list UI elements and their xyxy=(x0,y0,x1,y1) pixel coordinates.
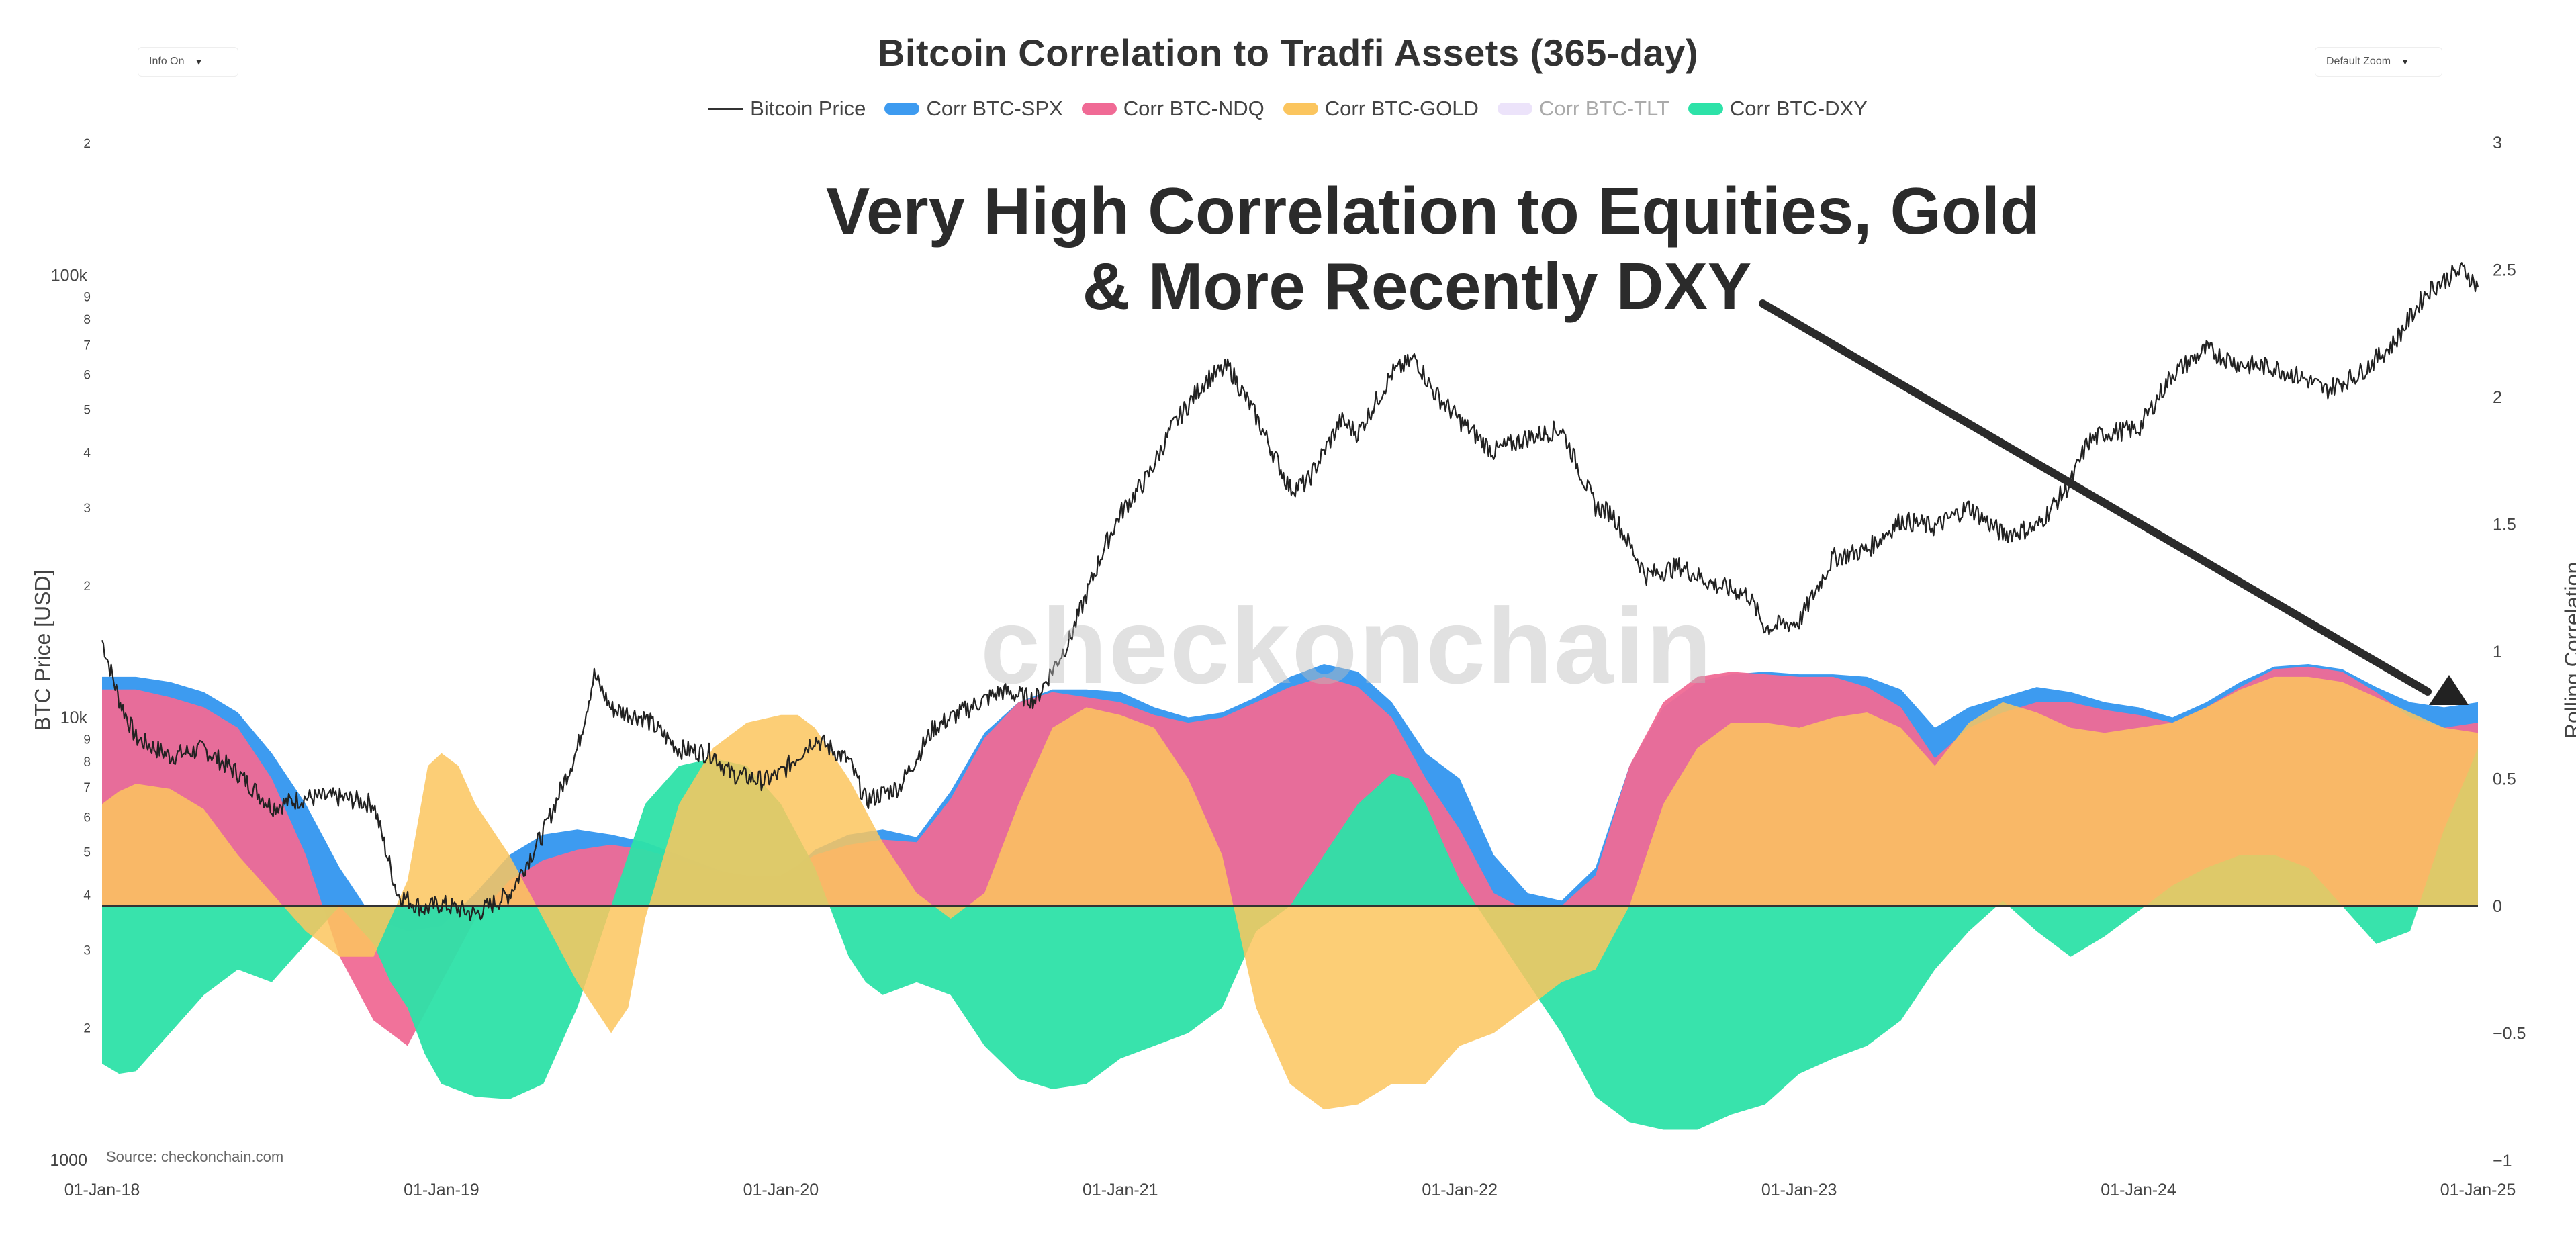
y-left-tick-label: 2 xyxy=(83,580,91,594)
correlation-areas xyxy=(102,664,2478,1130)
legend-label: Corr BTC-SPX xyxy=(926,97,1063,120)
source-credit: Source: checkonchain.com xyxy=(106,1148,284,1165)
y-left-tick-label: 6 xyxy=(83,368,91,382)
annotation-line-2: & More Recently DXY xyxy=(1082,249,1752,323)
y-right-tick-label: 2 xyxy=(2493,388,2502,407)
y-left-tick-label: 5 xyxy=(83,404,91,418)
y-left-tick-label: 8 xyxy=(83,755,91,770)
right-axis-ticks: −1 −0.5 0 0.5 1 1.5 2 2.5 3 xyxy=(2493,134,2526,1170)
y-left-tick-label: 7 xyxy=(83,338,91,353)
price-line-layer xyxy=(101,262,2479,921)
legend-label: Corr BTC-TLT xyxy=(1538,97,1669,120)
chart-title: Bitcoin Correlation to Tradfi Assets (36… xyxy=(877,32,1699,74)
y-left-tick-label: 7 xyxy=(83,781,91,795)
x-tick-label: 01-Jan-25 xyxy=(2440,1181,2516,1199)
annotation-line-1: Very High Correlation to Equities, Gold xyxy=(826,174,2040,248)
legend-swatch xyxy=(884,103,920,115)
y-left-tick-label: 9 xyxy=(83,733,91,747)
chevron-down-icon: ▾ xyxy=(196,56,201,67)
y-left-tick-label: 3 xyxy=(83,944,91,958)
legend-item-bitcoin-price[interactable]: Bitcoin Price xyxy=(708,97,866,121)
y-left-tick-label: 8 xyxy=(83,313,91,327)
y-right-tick-label: 3 xyxy=(2493,134,2502,152)
annotation-arrow xyxy=(1759,299,2469,705)
legend-swatch xyxy=(1688,103,1723,115)
legend-label: Bitcoin Price xyxy=(750,97,866,120)
y-left-tick-label: 2 xyxy=(83,1022,91,1036)
y-left-tick-label: 9 xyxy=(83,290,91,304)
y-left-tick-label: 10k xyxy=(60,708,88,727)
y-left-tick-label: 2 xyxy=(83,137,91,151)
left-axis-ticks: 1000 2 3 4 5 6 7 8 9 10k 2 3 4 5 6 7 8 9 100k 2 xyxy=(50,137,91,1170)
legend-label: Corr BTC-NDQ xyxy=(1123,97,1264,120)
y-left-tick-label: 5 xyxy=(83,845,91,860)
legend-line-swatch xyxy=(708,107,744,110)
legend: Bitcoin Price Corr BTC-SPX Corr BTC-NDQ … xyxy=(0,97,2576,121)
y-left-tick-label: 4 xyxy=(83,447,91,461)
y-left-tick-label: 1000 xyxy=(50,1151,87,1170)
arrow-shaft xyxy=(1759,299,2432,696)
x-tick-label: 01-Jan-19 xyxy=(404,1181,479,1199)
y-left-tick-label: 6 xyxy=(83,811,91,825)
y-right-tick-label: 1.5 xyxy=(2493,516,2516,535)
y-right-tick-label: 0 xyxy=(2493,897,2502,916)
legend-label: Corr BTC-GOLD xyxy=(1324,97,1479,120)
x-tick-label: 01-Jan-23 xyxy=(1761,1181,1837,1199)
y-right-tick-label: −0.5 xyxy=(2493,1025,2526,1044)
x-axis-ticks: 01-Jan-18 01-Jan-19 01-Jan-20 01-Jan-21 01-J… xyxy=(64,1181,2516,1199)
bitcoin-price-line xyxy=(101,262,2479,921)
x-tick-label: 01-Jan-22 xyxy=(1422,1181,1498,1199)
y-right-tick-label: −1 xyxy=(2493,1152,2512,1170)
annotation-text: Very High Correlation to Equities, Gold … xyxy=(826,173,2040,324)
info-toggle[interactable]: Info On ▾ xyxy=(138,47,238,77)
legend-item-corr-btc-ndq[interactable]: Corr BTC-NDQ xyxy=(1081,97,1264,121)
info-toggle-label: Info On xyxy=(149,56,185,67)
zoom-select[interactable]: Default Zoom ▾ xyxy=(2315,47,2442,77)
y-axis-left-title: BTC Price [USD] xyxy=(30,569,55,731)
chevron-down-icon: ▾ xyxy=(2403,56,2408,67)
legend-swatch xyxy=(1497,103,1532,115)
y-left-tick-label: 100k xyxy=(51,266,88,285)
y-left-tick-label: 3 xyxy=(83,502,91,516)
arrow-head-icon xyxy=(2429,675,2469,705)
x-tick-label: 01-Jan-20 xyxy=(743,1181,819,1199)
legend-swatch xyxy=(1081,103,1117,115)
zoom-select-label: Default Zoom xyxy=(2326,56,2391,67)
y-right-tick-label: 0.5 xyxy=(2493,770,2516,789)
x-tick-label: 01-Jan-21 xyxy=(1083,1181,1158,1199)
x-tick-label: 01-Jan-18 xyxy=(64,1181,140,1199)
x-tick-label: 01-Jan-24 xyxy=(2101,1181,2176,1199)
watermark: checkonchain xyxy=(980,586,1714,706)
legend-item-corr-btc-gold[interactable]: Corr BTC-GOLD xyxy=(1283,97,1479,121)
y-right-tick-label: 1 xyxy=(2493,643,2502,661)
legend-swatch xyxy=(1283,103,1318,115)
area-corr-btc-gold xyxy=(102,676,2478,1110)
y-axis-right-title: Rolling Correlation xyxy=(2561,561,2576,739)
legend-item-corr-btc-spx[interactable]: Corr BTC-SPX xyxy=(884,97,1063,121)
y-left-tick-label: 4 xyxy=(83,888,91,903)
y-right-tick-label: 2.5 xyxy=(2493,261,2516,280)
legend-item-corr-btc-dxy[interactable]: Corr BTC-DXY xyxy=(1688,97,1868,121)
legend-label: Corr BTC-DXY xyxy=(1729,97,1868,120)
legend-item-corr-btc-tlt[interactable]: Corr BTC-TLT xyxy=(1497,97,1669,121)
